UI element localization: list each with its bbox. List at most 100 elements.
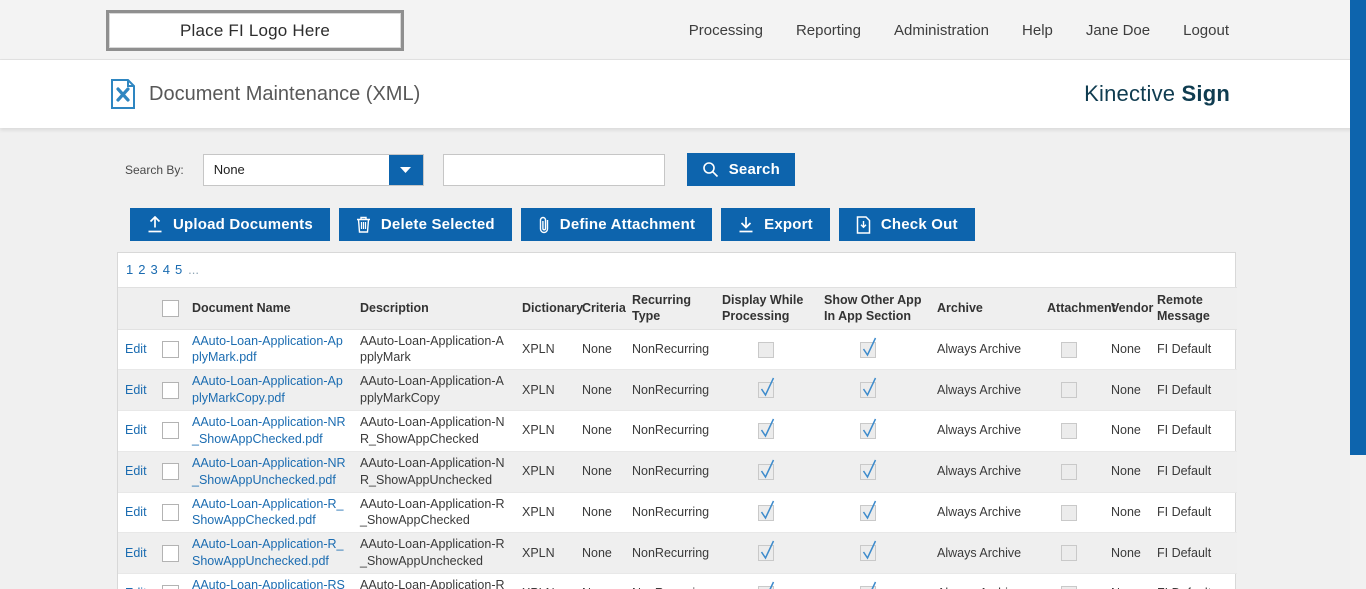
row-select-checkbox[interactable] [162,585,179,589]
recurring-type-value: NonRecurring [632,504,710,519]
vendor-value: None [1105,574,1151,589]
check-icon [760,418,775,438]
remote-message-value: FI Default [1151,574,1237,589]
select-all-checkbox[interactable] [162,299,179,317]
delete-selected-button[interactable]: Delete Selected [338,208,512,241]
row-select-checkbox[interactable] [162,340,179,358]
upload-icon [147,216,163,233]
row-select-checkbox[interactable] [162,422,179,440]
brand-product: Sign [1181,81,1230,106]
document-name-link[interactable]: AAuto-Loan-Application-NR_ShowAppChecked… [192,415,346,446]
table-row: Edit AAuto-Loan-Application-NR_ShowAppUnc… [118,451,1237,492]
criteria-value: None [576,574,626,589]
nav-item-administration[interactable]: Administration [893,21,990,39]
check-icon [862,541,877,560]
criteria-value: None [582,545,612,560]
col-dictionary: Dictionary [522,301,584,316]
trash-icon [356,216,371,233]
nav-item-reporting[interactable]: Reporting [795,21,861,39]
search-by-label: Search By: [125,162,184,177]
check-icon [862,459,877,479]
document-description: AAuto-Loan-Application-NR_ShowAppChecked [360,415,505,446]
show-other-app-checkbox [860,581,877,589]
show-other-app-checkbox [860,459,877,480]
col-description: Description [360,301,429,316]
document-description: AAuto-Loan-Application-RS-AFD731-test [360,578,505,589]
upload-documents-button[interactable]: Upload Documents [130,208,330,241]
archive-value: Always Archive [937,504,1022,519]
download-icon [738,216,754,233]
row-select-checkbox[interactable] [162,381,179,399]
action-toolbar: Upload Documents Delete Selected Define At… [130,208,1366,241]
edit-link[interactable]: Edit [125,341,147,356]
show-other-app-checkbox [860,500,877,521]
document-name-link[interactable]: AAuto-Loan-Application-R_ShowAppChecked.… [192,496,344,528]
dropdown-button[interactable] [388,154,423,185]
display-while-processing-checkbox [758,581,775,589]
attachment-checkbox [1061,504,1077,521]
top-bar: Place FI Logo Here Processing Reporting Ad… [0,0,1366,60]
archive-value: Always Archive [937,545,1022,560]
document-description: AAuto-Loan-Application-NR_ShowAppUncheck… [360,455,505,487]
check-icon [862,337,877,357]
edit-link[interactable]: Edit [125,545,147,560]
vendor-value: None [1111,341,1141,356]
row-select-checkbox[interactable] [162,544,179,562]
col-display-while-processing: Display While Processing [722,293,804,324]
search-input[interactable] [442,153,665,186]
edit-link[interactable]: Edit [125,504,147,519]
col-attachment: Attachment [1047,301,1116,316]
document-name-link[interactable]: AAuto-Loan-Application-RS-AFD731-test.pd… [192,578,345,589]
table-header-row: Document Name Description Dictionary Cri… [118,287,1237,330]
edit-link[interactable]: Edit [125,586,147,589]
document-name-link[interactable]: AAuto-Loan-Application-ApplyMarkCopy.pdf [192,374,343,406]
document-name-link[interactable]: AAuto-Loan-Application-ApplyMark.pdf [192,333,343,365]
page-link-2[interactable]: 2 [138,262,146,277]
edit-link[interactable]: Edit [125,423,147,438]
page-link-1[interactable]: 1 [126,262,134,277]
vendor-value: None [1111,382,1141,397]
search-by-dropdown[interactable]: None [202,153,424,186]
document-name-link[interactable]: AAuto-Loan-Application-R_ShowAppUnchecke… [192,537,344,569]
nav-item-jane-doe[interactable]: Jane Doe [1085,21,1151,39]
row-select-checkbox[interactable] [162,463,179,481]
pagination-ellipsis: ... [188,262,200,277]
table-row: Edit AAuto-Loan-Application-RS-AFD731-tes… [118,573,1237,589]
col-archive: Archive [937,301,983,316]
display-while-processing-checkbox [758,378,775,399]
search-icon [702,162,718,178]
nav-item-help[interactable]: Help [1022,21,1053,39]
nav-item-processing[interactable]: Processing [688,21,763,39]
page-link-3[interactable]: 3 [150,262,158,277]
define-attachment-button[interactable]: Define Attachment [520,208,713,241]
display-while-processing-checkbox [758,459,775,480]
criteria-value: None [582,504,612,519]
check-icon [769,581,775,589]
col-document-name: Document Name [192,301,291,316]
archive-value: Always Archive [937,423,1022,438]
search-button[interactable]: Search [686,153,795,186]
nav-item-logout[interactable]: Logout [1183,21,1229,39]
row-select-checkbox[interactable] [162,503,179,521]
vendor-value: None [1111,423,1141,438]
page-link-5[interactable]: 5 [174,262,183,277]
col-edit [118,288,156,330]
check-icon [760,459,775,479]
pagination: 1 2 3 4 5... [118,253,1235,287]
scrollbar-thumb[interactable] [1350,0,1366,455]
show-other-app-checkbox [860,541,877,562]
col-show-other-app: Show Other App In App Section [824,293,922,324]
export-button[interactable]: Export [721,208,830,241]
check-out-button[interactable]: Check Out [838,208,975,241]
edit-link[interactable]: Edit [125,464,147,479]
table-row: Edit AAuto-Loan-Application-R_ShowAppChec… [118,492,1237,533]
attachment-checkbox [1061,586,1077,589]
attachment-checkbox [1061,423,1077,440]
edit-link[interactable]: Edit [125,382,147,397]
document-name-link[interactable]: AAuto-Loan-Application-NR_ShowAppUncheck… [192,455,346,487]
table-row: Edit AAuto-Loan-Application-NR_ShowAppChe… [118,410,1237,452]
archive-value: Always Archive [937,382,1022,397]
page-link-4[interactable]: 4 [162,262,170,277]
check-icon [760,500,775,520]
documents-table: Document Name Description Dictionary Cri… [118,287,1237,589]
